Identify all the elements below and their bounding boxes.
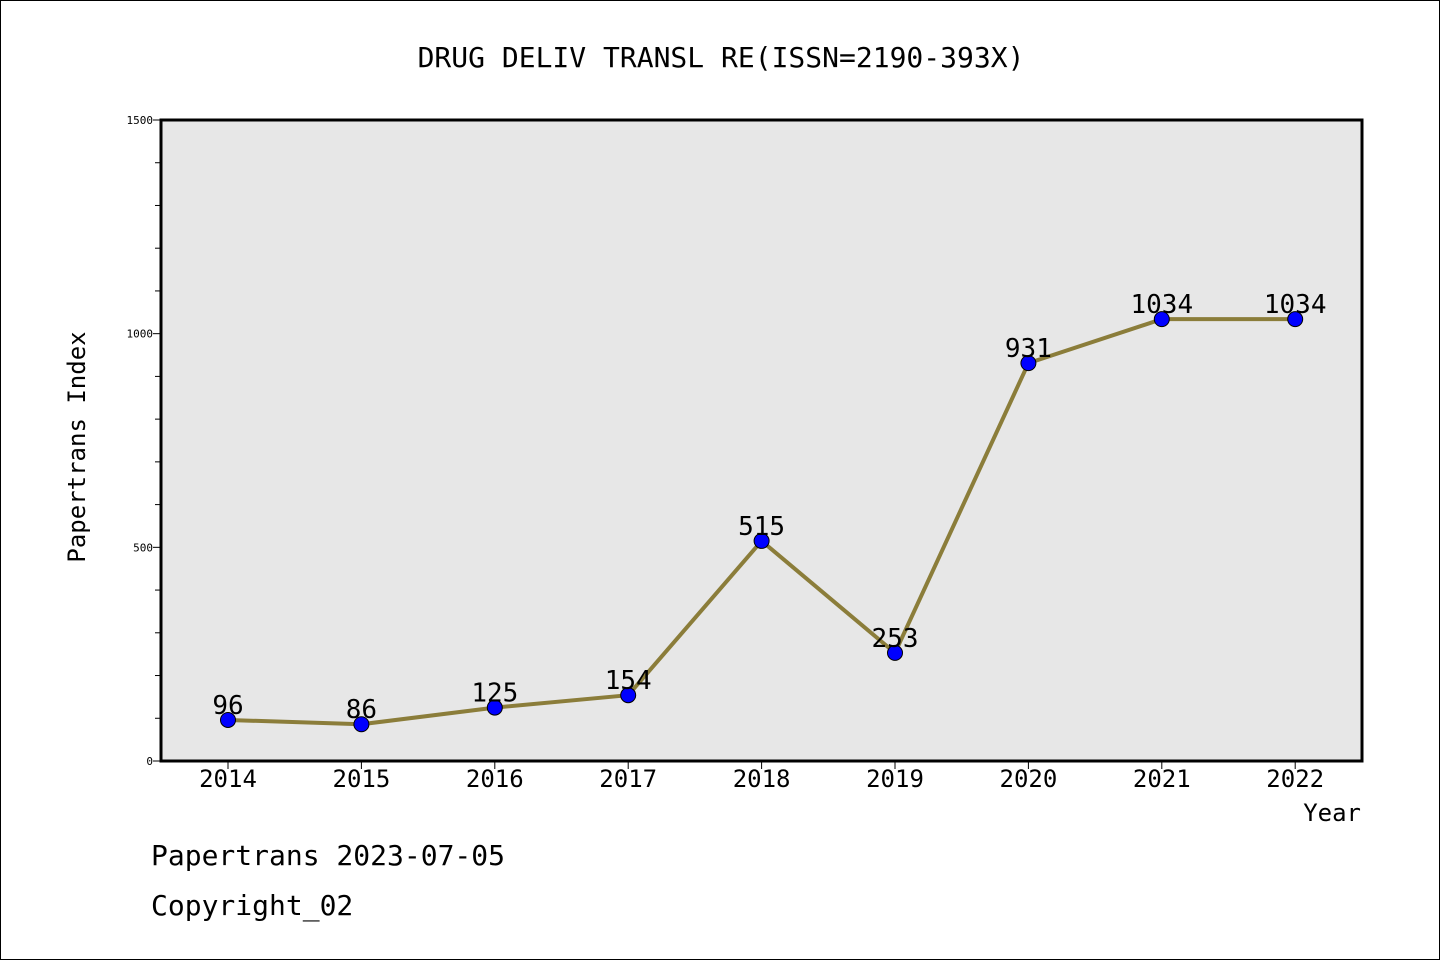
data-point bbox=[220, 711, 236, 728]
x-tick-label: 2014 bbox=[199, 765, 257, 793]
y-axis-label: Papertrans Index bbox=[63, 331, 91, 562]
x-tick-label: 2017 bbox=[599, 765, 657, 793]
data-label: 931 bbox=[1005, 334, 1052, 364]
y-tick-label: 1000 bbox=[127, 328, 154, 341]
x-tick-label: 2018 bbox=[733, 765, 791, 793]
data-label: 125 bbox=[471, 679, 518, 709]
x-axis-label: Year bbox=[1303, 799, 1361, 827]
footer-copyright: Copyright_02 bbox=[151, 889, 353, 923]
data-point bbox=[486, 699, 503, 716]
data-point bbox=[1153, 311, 1170, 328]
x-tick-label: 2022 bbox=[1266, 765, 1324, 793]
y-axis: 0 500 1000 1500 bbox=[127, 114, 161, 768]
data-label: 1034 bbox=[1130, 290, 1193, 320]
y-tick-label: 500 bbox=[133, 541, 153, 554]
x-axis: 2014 2015 2016 2017 2018 2019 2020 2021 2022 bbox=[199, 761, 1324, 793]
data-label: 515 bbox=[738, 512, 785, 542]
x-tick-label: 2019 bbox=[866, 765, 924, 793]
data-point bbox=[1287, 311, 1304, 328]
plot-area bbox=[159, 118, 1364, 763]
data-label: 1034 bbox=[1264, 290, 1327, 320]
data-point bbox=[887, 644, 903, 661]
y-tick-label: 0 bbox=[146, 755, 153, 768]
data-label: 86 bbox=[346, 695, 377, 725]
footer-date: Papertrans 2023-07-05 bbox=[151, 839, 505, 872]
data-label: 253 bbox=[872, 624, 919, 654]
data-point bbox=[753, 532, 770, 549]
data-point bbox=[1020, 355, 1037, 372]
y-tick-label: 1500 bbox=[127, 114, 154, 127]
x-tick-label: 2020 bbox=[1000, 765, 1058, 793]
data-label: 154 bbox=[605, 666, 652, 696]
data-label: 96 bbox=[212, 691, 243, 721]
data-point bbox=[620, 687, 637, 704]
x-tick-label: 2016 bbox=[466, 765, 524, 793]
data-point bbox=[353, 716, 370, 733]
x-tick-label: 2021 bbox=[1133, 765, 1191, 793]
series-layer: 96 86 125 154 515 253 931 1034 1034 bbox=[212, 290, 1327, 733]
chart-title: DRUG DELIV TRANSL RE(ISSN=2190-393X) bbox=[418, 41, 1025, 74]
x-tick-label: 2015 bbox=[333, 765, 391, 793]
